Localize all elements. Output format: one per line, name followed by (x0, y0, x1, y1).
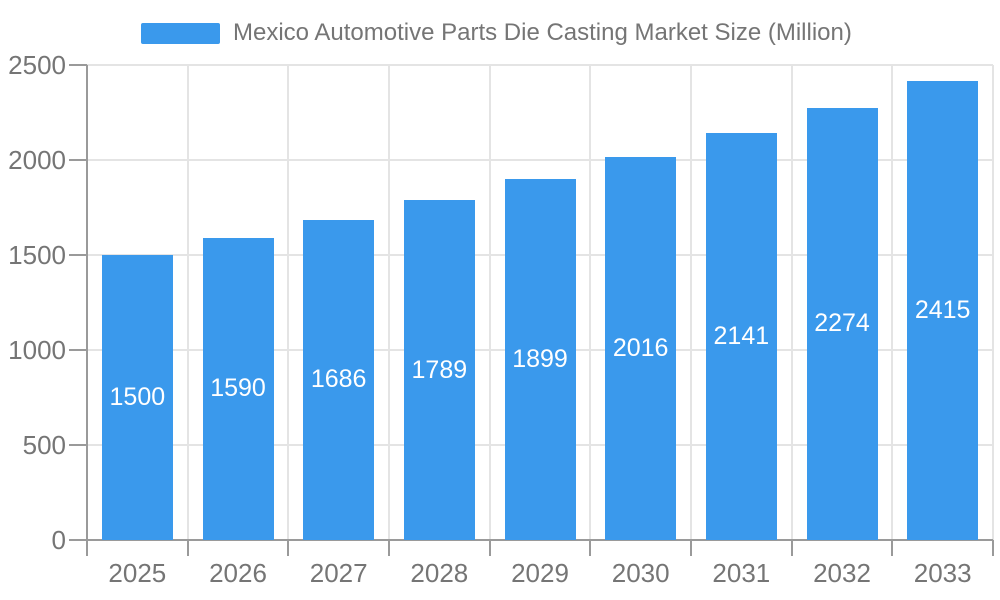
y-axis-tick-label: 2500 (8, 50, 66, 80)
x-axis-tick (388, 540, 390, 556)
y-axis-tick (69, 159, 87, 161)
bar: 1789 (403, 200, 475, 540)
x-axis-tick-label: 2030 (611, 558, 670, 588)
x-axis-tick-label: 2029 (511, 558, 569, 588)
y-axis-tick (69, 64, 87, 66)
y-axis-tick (69, 444, 87, 446)
y-axis-tick-label: 1000 (8, 335, 66, 365)
x-axis-tick (287, 540, 290, 556)
x-axis-tick (992, 540, 994, 556)
bar-value-label: 1899 (512, 345, 568, 374)
bar: 1590 (202, 237, 274, 540)
x-axis-tick (891, 540, 894, 556)
bar: 1899 (504, 179, 576, 540)
legend-swatch-icon (141, 22, 220, 44)
bar-value-label: 2016 (612, 333, 669, 362)
x-axis-tick (186, 540, 189, 556)
bar-value-label: 1590 (210, 374, 266, 403)
x-axis-tick-label: 2026 (209, 558, 267, 588)
x-axis-tick-label: 2028 (410, 558, 469, 588)
vertical-gridline (388, 65, 390, 540)
x-axis-tick-label: 2033 (913, 558, 972, 588)
horizontal-gridline (87, 159, 993, 161)
vertical-gridline (488, 65, 491, 540)
vertical-gridline (186, 65, 189, 540)
bar: 2274 (806, 107, 878, 540)
y-axis-tick-label: 2000 (8, 145, 66, 175)
x-axis-tick (690, 540, 692, 556)
x-axis-tick (86, 540, 88, 556)
y-axis-tick (69, 349, 87, 351)
y-axis-tick (69, 254, 87, 256)
bar-value-label: 1686 (310, 365, 367, 394)
bar-value-label: 1500 (109, 383, 166, 411)
y-axis-tick-label: 500 (22, 430, 66, 460)
x-axis-tick (790, 540, 793, 556)
vertical-gridline (891, 65, 894, 540)
vertical-gridline (589, 65, 592, 540)
legend-item[interactable]: Mexico Automotive Parts Die Casting Mark… (141, 18, 852, 48)
bar: 2016 (605, 156, 677, 540)
x-axis-tick-label: 2032 (813, 558, 871, 588)
x-axis-tick-label: 2027 (309, 558, 368, 588)
y-axis-tick (69, 539, 87, 541)
bar-value-label: 2415 (914, 296, 971, 325)
bar-value-label: 2141 (713, 322, 770, 351)
y-axis-tick-label: 0 (51, 525, 66, 555)
x-axis-tick-label: 2025 (108, 558, 167, 588)
bar: 1500 (101, 255, 173, 540)
y-axis-tick-label: 1500 (8, 240, 66, 270)
legend-label: Mexico Automotive Parts Die Casting Mark… (233, 19, 852, 46)
vertical-gridline (790, 65, 793, 540)
bar: 1686 (303, 219, 375, 540)
horizontal-gridline (87, 64, 993, 66)
x-axis-tick (488, 540, 491, 556)
bar-value-label: 2274 (814, 309, 870, 338)
vertical-gridline (690, 65, 692, 540)
bar-value-label: 1789 (411, 355, 468, 384)
x-axis-tick-label: 2031 (712, 558, 771, 588)
vertical-gridline (287, 65, 290, 540)
x-axis-line (87, 539, 993, 541)
x-axis-tick (589, 540, 592, 556)
y-axis-line (86, 65, 88, 540)
vertical-gridline (992, 65, 994, 540)
bar: 2141 (705, 133, 777, 540)
bar: 2415 (907, 81, 979, 540)
